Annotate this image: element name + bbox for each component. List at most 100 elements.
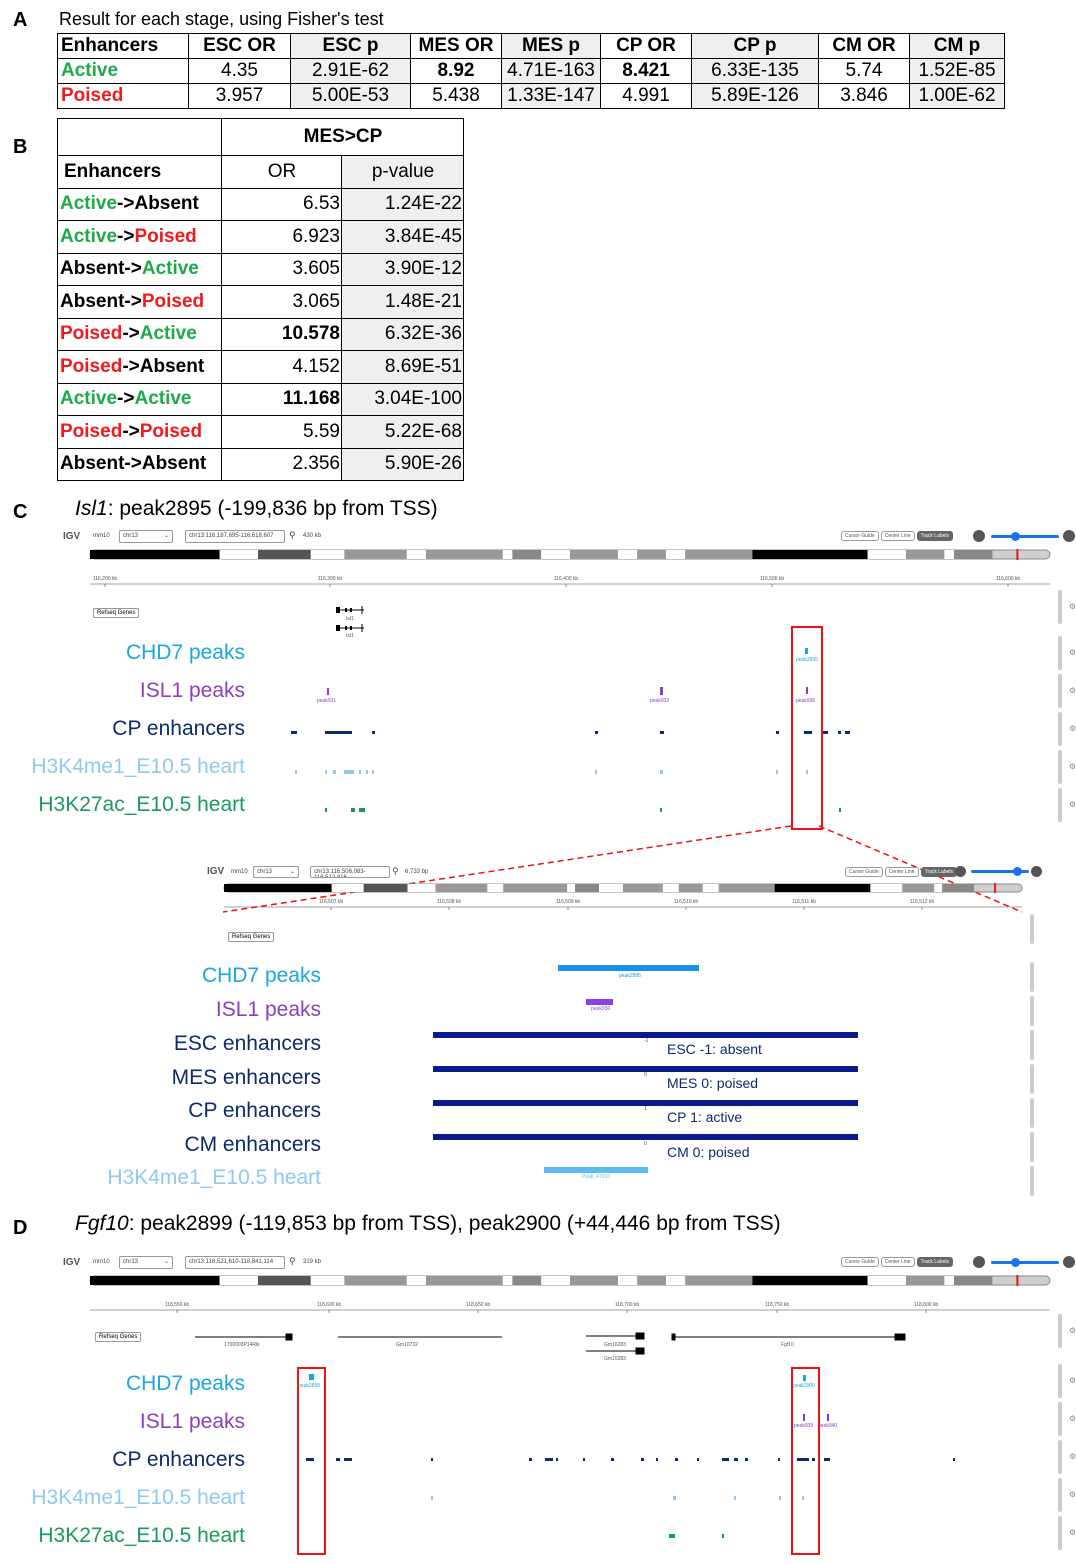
p-cell: 1.48E-21 [341,285,464,319]
arrow: -> [117,225,135,247]
track-scrollbar[interactable] [1058,1516,1062,1550]
chrom-select[interactable]: chr13 ⌄ [253,866,299,878]
table-cell: 4.35 [188,58,291,84]
gear-icon[interactable]: ⚙ [1069,1376,1076,1385]
header-cell: p-value [341,155,464,189]
track-scrollbar[interactable] [1030,1064,1034,1094]
track-labels-button[interactable]: Track Labels [916,531,954,541]
table-row: Active->Poised 6.923 3.84E-45 [57,220,464,254]
zoom-in-icon[interactable] [1063,530,1075,542]
track-scrollbar[interactable] [1058,636,1062,670]
zoom-out-icon[interactable] [973,530,985,542]
track-scrollbar[interactable] [1030,1098,1034,1128]
center-line-button[interactable]: Center Line [880,531,915,541]
table-cell: 6.33E-135 [691,58,819,84]
gear-icon[interactable]: ⚙ [1069,1414,1076,1423]
fisher-stage-table: Enhancers ESC OR ESC p MES OR MES p CP O… [57,33,1005,109]
zoom-out-icon[interactable] [973,1256,985,1268]
gear-icon[interactable]: ⚙ [1069,602,1076,611]
gear-icon[interactable]: ⚙ [1069,762,1076,771]
peak-label: peak939 [794,1423,814,1429]
gear-icon[interactable]: ⚙ [1069,648,1076,657]
ruler: 118,550 kb 118,600 kb 118,650 kb 118,700 kb… [90,1302,1050,1313]
header-cell: ESC p [290,33,411,59]
zoom-slider-handle[interactable] [1011,1258,1020,1267]
zoom-slider[interactable] [971,870,1029,873]
track-scrollbar[interactable] [1030,962,1034,992]
track-scrollbar[interactable] [1058,712,1062,746]
track-scrollbar[interactable] [1058,750,1062,784]
gear-icon[interactable]: ⚙ [1069,1528,1076,1537]
cursor-guide-button[interactable]: Cursor Guide [841,1257,879,1267]
track-scrollbar[interactable] [1058,674,1062,708]
igv-logo: IGV [63,531,81,542]
center-line-button[interactable]: Center Line [880,1257,915,1267]
locus-input[interactable]: chr13:116,187,695-116,618,607 [185,530,285,543]
track-label: H3K4me1_E10.5 heart [31,755,245,778]
table-row: Absent->Absent 2.356 5.90E-26 [57,447,464,481]
panel-label-c: C [13,501,28,523]
state-to: Absent [139,355,205,377]
highlight-box [297,1367,326,1555]
table-cell: 5.74 [818,58,910,84]
transition-table: MES>CP Enhancers OR p-value Active->Abse… [57,118,464,481]
locus-input[interactable]: chr13:116,506,083-116,512,816 [310,866,390,878]
track-scrollbar[interactable] [1058,788,1062,822]
ruler-tick-label: 116,512 kb [910,899,935,905]
p-cell: 3.90E-12 [341,252,464,286]
ideogram [223,883,1023,893]
track-scrollbar[interactable] [1030,996,1034,1026]
zoom-out-icon[interactable] [955,866,966,877]
igv-view-d: 118,550 kb 118,600 kb 118,650 kb 118,700 kb… [89,1275,1051,1313]
track-scrollbar[interactable] [1030,1166,1034,1196]
igv-buttons: Cursor Guide Center Line Track Labels [843,867,958,877]
igv-buttons: Cursor Guide Center Line Track Labels [839,531,954,541]
chevron-down-icon: ⌄ [289,869,295,875]
center-line-button[interactable]: Center Line [884,867,919,877]
gear-icon[interactable]: ⚙ [1069,1452,1076,1461]
zoom-slider-handle[interactable] [1013,867,1022,876]
track-labels-button[interactable]: Track Labels [920,867,958,877]
search-icon[interactable]: ⚲ [289,1256,296,1266]
track-labels-button[interactable]: Track Labels [916,1257,954,1267]
state-from: Active [60,225,118,247]
gear-icon[interactable]: ⚙ [1069,1490,1076,1499]
chrom-select[interactable]: chr13 ⌄ [119,1256,173,1269]
header-cell: CM p [909,33,1005,59]
zoom-in-icon[interactable] [1031,866,1042,877]
track-scrollbar[interactable] [1058,1440,1062,1474]
track-scrollbar[interactable] [1058,1314,1062,1348]
gear-icon[interactable]: ⚙ [1069,686,1076,695]
state-from: Absent [60,453,125,475]
search-icon[interactable]: ⚲ [392,866,399,876]
track-scrollbar[interactable] [1058,590,1062,624]
enhancer-state-label: CM 0: poised [667,1144,750,1160]
track-scrollbar[interactable] [1030,1132,1034,1162]
track-scrollbar[interactable] [1058,1478,1062,1512]
locus-input[interactable]: chr13:118,521,610-118,841,114 [185,1256,285,1269]
cursor-guide-button[interactable]: Cursor Guide [841,531,879,541]
gear-icon[interactable]: ⚙ [1069,800,1076,809]
zoom-in-icon[interactable] [1063,1256,1075,1268]
gear-icon[interactable]: ⚙ [1069,724,1076,733]
table-group-header-row: MES>CP [57,118,464,156]
track-scrollbar[interactable] [1030,1030,1034,1060]
search-icon[interactable]: ⚲ [289,530,296,540]
table-cell: 4.71E-163 [501,58,601,84]
zoom-slider-handle[interactable] [1011,532,1020,541]
row-label-active: Active [57,58,189,84]
track-scrollbar[interactable] [1058,1364,1062,1398]
gear-icon[interactable]: ⚙ [1069,1326,1076,1335]
group-header: MES>CP [221,118,464,156]
peak-label: peak931 [317,698,337,704]
zoom-slider[interactable] [991,1261,1059,1264]
p-cell: 1.24E-22 [341,187,464,221]
cursor-guide-button[interactable]: Cursor Guide [845,867,883,877]
ruler-tick-label: 118,650 kb [466,1302,491,1308]
track-scrollbar[interactable] [1058,1402,1062,1436]
track-scrollbar[interactable] [1030,914,1034,944]
track-label: H3K27ac_E10.5 heart [38,793,245,816]
zoom-slider[interactable] [991,535,1059,538]
track-label: ESC enhancers [173,1032,321,1055]
chrom-select[interactable]: chr13 ⌄ [119,530,173,543]
